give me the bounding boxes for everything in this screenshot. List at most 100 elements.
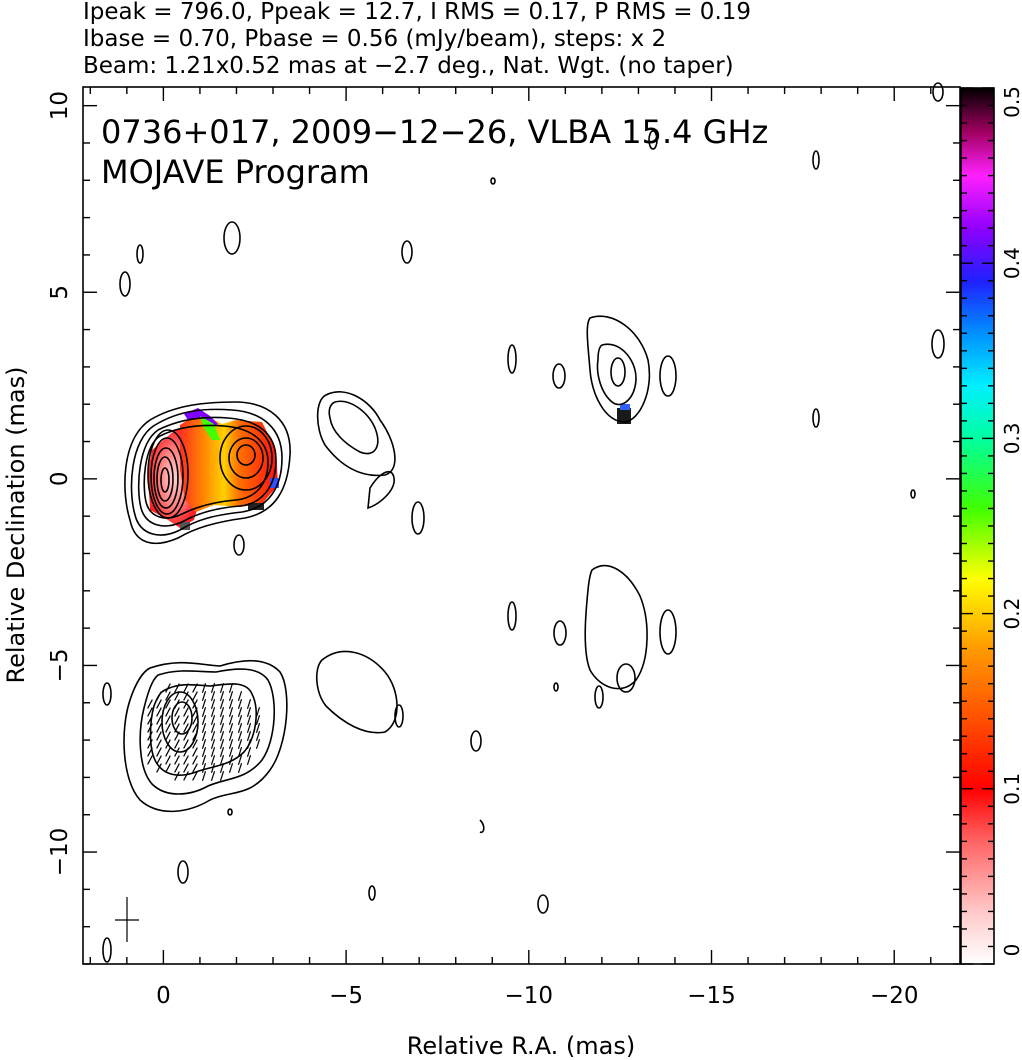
evpa-tick [147, 707, 153, 717]
evpa-tick [255, 739, 261, 749]
contour-small-3 [552, 363, 566, 389]
evpa-tick [147, 747, 153, 757]
contour-7 [153, 447, 179, 509]
evpa-tick [237, 715, 243, 725]
evpa-tick [156, 731, 162, 741]
evpa-tick [210, 755, 216, 765]
evpa-tick [174, 771, 180, 781]
pcontour-small-3 [659, 609, 677, 655]
contour-small-4 [659, 355, 677, 397]
evpa-tick [183, 723, 189, 733]
contour-small-11 [411, 501, 425, 535]
evpa-tick [147, 755, 153, 765]
evpa-tick [156, 699, 162, 709]
colorbar-tick-label: 0.1 [1000, 773, 1022, 805]
evpa-tick [147, 739, 153, 749]
evpa-tick [192, 691, 198, 701]
evpa-tick [228, 755, 234, 765]
evpa-tick [183, 707, 189, 717]
evpa-tick [201, 755, 207, 765]
x-axis-title: Relative R.A. (mas) [407, 1032, 635, 1060]
evpa-tick [183, 691, 189, 701]
evpa-tick [174, 723, 180, 733]
evpa-tick [228, 691, 234, 701]
evpa-tick [174, 755, 180, 765]
evpa-tick [174, 731, 180, 741]
pcontour-2 [139, 668, 276, 795]
evpa-tick [246, 747, 252, 757]
evpa-tick [219, 691, 225, 701]
evpa-tick [201, 763, 207, 773]
evpa-tick [219, 715, 225, 725]
pcontour-small-14 [479, 819, 485, 834]
evpa-tick [201, 771, 207, 781]
evpa-tick [255, 731, 261, 741]
contour-6 [150, 437, 184, 515]
evpa-tick [228, 723, 234, 733]
evpa-tick [246, 723, 252, 733]
evpa-tick [165, 731, 171, 741]
pcontour-outer [123, 659, 288, 813]
colorbar-tick-label: 0.3 [1000, 422, 1022, 454]
colorbar-tick-label: 0.4 [1000, 247, 1022, 279]
contour-small-17 [136, 244, 144, 264]
evpa-tick [147, 723, 153, 733]
evpa-tick [219, 755, 225, 765]
evpa-tick [165, 691, 171, 701]
evpa-tick [210, 691, 216, 701]
evpa-tick [192, 763, 198, 773]
contour-outer [124, 401, 291, 545]
pcontour-small-9 [368, 885, 376, 901]
header-line-2: Ibase = 0.70, Pbase = 0.56 (mJy/beam), s… [83, 26, 666, 52]
pcontour-small-2 [553, 620, 567, 646]
contour-knot-a-outer [316, 391, 396, 477]
evpa-tick [165, 699, 171, 709]
contour-small-8 [648, 130, 658, 150]
beam-marker [115, 897, 139, 942]
evpa-tick [201, 707, 207, 717]
evpa-tick [228, 731, 234, 741]
evpa-tick [228, 747, 234, 757]
y-tick-label: 0 [47, 472, 73, 487]
contour-small-6 [812, 408, 820, 428]
evpa-tick [183, 715, 189, 725]
evpa-tick [237, 755, 243, 765]
evpa-tick [246, 715, 252, 725]
pcontour-small-8 [177, 860, 189, 884]
pol-edge-yellow [200, 416, 220, 440]
evpa-tick [147, 699, 153, 709]
evpa-tick [219, 763, 225, 773]
evpa-tick [237, 747, 243, 757]
evpa-tick [192, 699, 198, 709]
evpa-tick [237, 739, 243, 749]
evpa-tick [192, 755, 198, 765]
evpa-tick [183, 739, 189, 749]
evpa-tick [183, 683, 189, 693]
pcontour-knot-b [584, 564, 648, 690]
evpa-tick [174, 707, 180, 717]
evpa-tick [201, 715, 207, 725]
evpa-tick [183, 771, 189, 781]
evpa-tick [210, 739, 216, 749]
contour-knot-b-outer [586, 315, 651, 423]
x-tick-label: 0 [156, 983, 171, 1009]
evpa-tick [246, 707, 252, 717]
evpa-tick [174, 763, 180, 773]
pol-knot-blue [620, 404, 630, 410]
header-line-3: Beam: 1.21x0.52 mas at −2.7 deg., Nat. W… [83, 53, 734, 79]
evpa-tick [174, 739, 180, 749]
evpa-tick [210, 763, 216, 773]
evpa-tick [228, 739, 234, 749]
x-tick-label: −15 [687, 983, 736, 1009]
intensity-contours [119, 82, 945, 556]
contour-jet-1 [219, 425, 273, 491]
contour-small-7 [812, 150, 820, 170]
evpa-tick [219, 771, 225, 781]
evpa-tick [174, 691, 180, 701]
evpa-tick [183, 747, 189, 757]
pcontour-small-5 [470, 730, 482, 752]
evpa-tick [219, 731, 225, 741]
contour-8 [156, 456, 174, 502]
evpa-tick [201, 747, 207, 757]
